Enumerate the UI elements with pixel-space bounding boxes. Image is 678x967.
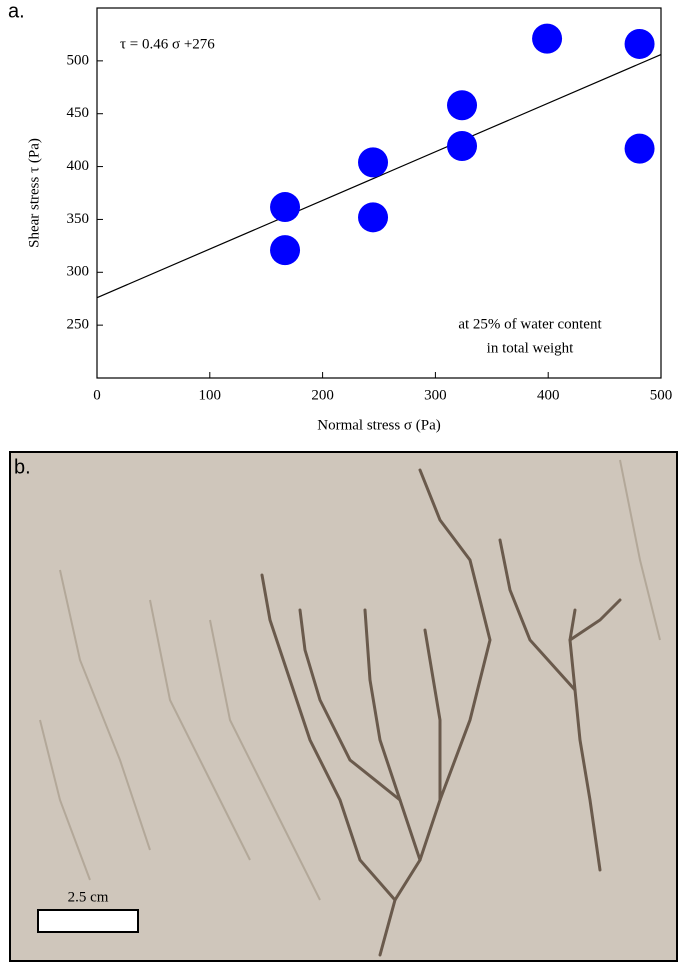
plot-frame (96, 7, 662, 379)
x-tick-label: 100 (199, 387, 222, 403)
x-tick-label: 0 (93, 387, 101, 403)
y-axis-label: Shear stress τ (Pa) (26, 138, 42, 248)
point (447, 90, 478, 121)
point (358, 202, 389, 233)
panel-label: a. (8, 0, 25, 22)
y-tick-label: 300 (67, 264, 90, 280)
y-tick-label: 400 (67, 158, 90, 174)
x-tick-label: 200 (311, 387, 334, 403)
point (624, 133, 655, 164)
y-tick-label: 500 (67, 52, 90, 68)
point (270, 235, 301, 266)
x-tick-label: 300 (424, 387, 447, 403)
y-tick-label: 450 (67, 105, 90, 121)
rills (39, 459, 661, 901)
note: at 25% of water content (458, 316, 602, 332)
photo: b. 2.5 cm (9, 451, 678, 962)
note: in total weight (487, 340, 574, 356)
photo-frame (9, 451, 678, 962)
y-tick-label: 250 (67, 317, 90, 333)
point (270, 192, 301, 223)
point (358, 147, 389, 178)
scale-bar (37, 909, 139, 933)
scale-label: 2.5 cm (68, 889, 109, 905)
channels (260, 468, 622, 957)
point (447, 130, 478, 161)
y-tick-label: 350 (67, 211, 90, 227)
point (624, 28, 655, 59)
x-axis-label: Normal stress σ (Pa) (317, 417, 440, 433)
panel-label: b. (14, 456, 31, 478)
annotation: τ = 0.46 σ +276 (120, 36, 215, 52)
x-tick-label: 500 (650, 387, 673, 403)
x-tick-label: 400 (537, 387, 560, 403)
point (532, 23, 563, 54)
